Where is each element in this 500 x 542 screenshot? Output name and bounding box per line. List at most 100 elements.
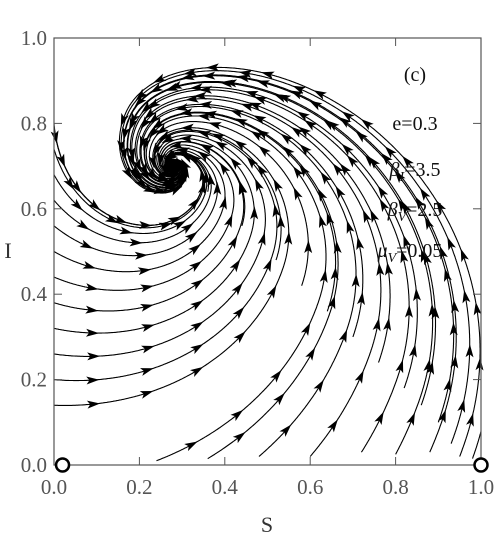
trajectory (148, 121, 309, 286)
trajectory-arrow (304, 240, 313, 254)
trajectory-arrow (450, 355, 459, 369)
arrowhead (139, 221, 153, 230)
trajectory-arrow (141, 101, 154, 113)
arrowhead (379, 198, 390, 213)
arrowhead (374, 411, 384, 426)
arrowhead (356, 291, 365, 306)
arrowhead (256, 80, 271, 89)
arrowhead (197, 181, 206, 195)
arrowhead (158, 130, 173, 141)
trajectory-arrow (395, 359, 404, 374)
param-e-symbol: e (392, 113, 401, 135)
arrowhead (403, 234, 412, 249)
arrowhead (404, 304, 413, 318)
trajectory-arrow (132, 158, 141, 173)
trajectory-arrow (141, 324, 155, 332)
trajectory-arrow (205, 63, 219, 72)
trajectory-arrow (262, 258, 272, 273)
trajectory-arrow (229, 259, 241, 273)
trajectory-arrow (172, 220, 186, 231)
tick-layer: 0.0 0.2 0.4 0.6 0.8 1.0 0.0 0.2 0.4 0.6 0.8 1.0 (21, 26, 494, 499)
trajectory-arrow (304, 119, 318, 131)
arrowhead (141, 101, 154, 113)
arrowhead (157, 152, 166, 167)
trajectory-arrow (87, 352, 101, 361)
arrowhead (465, 344, 474, 358)
x-tick-label: 0.0 (41, 475, 67, 499)
arrowhead (164, 148, 178, 160)
trajectory-arrow (293, 166, 304, 179)
trajectory-arrow (162, 183, 176, 192)
arrowhead (166, 177, 181, 186)
trajectory-arrow (428, 303, 437, 317)
arrowhead (332, 163, 344, 176)
trajectory-arrow (178, 168, 188, 183)
arrowhead (338, 116, 352, 128)
arrowhead (199, 100, 213, 109)
arrowhead (63, 176, 74, 190)
arrowhead (261, 71, 275, 80)
panel-label: (c) (404, 64, 426, 86)
param-beta-v-subscript: V (398, 210, 408, 225)
trajectory-arrow (465, 344, 474, 358)
arrowhead (341, 143, 354, 156)
trajectory-arrow (256, 80, 271, 89)
trajectory (118, 66, 481, 457)
trajectory-arrow (231, 282, 243, 296)
arrowhead (462, 289, 471, 304)
arrowhead (299, 144, 312, 156)
trajectory-arrow (134, 94, 147, 107)
trajectory-arrow (155, 173, 170, 182)
trajectory (54, 147, 226, 273)
trajectory-arrow (190, 321, 204, 332)
arrowhead (437, 409, 446, 424)
arrowhead (188, 153, 202, 165)
arrowhead (450, 355, 459, 369)
arrowhead (197, 131, 212, 139)
trajectory-arrow (79, 239, 94, 249)
trajectory-arrow (199, 85, 213, 94)
arrowhead (205, 63, 219, 72)
arrowhead (385, 262, 393, 276)
trajectory-arrow (234, 140, 248, 151)
trajectory-arrow (189, 83, 204, 92)
arrowhead (56, 153, 65, 168)
trajectory-arrow (180, 223, 194, 234)
arrowhead (250, 206, 259, 220)
trajectory-arrow (219, 162, 231, 176)
trajectory-arrow (122, 126, 131, 141)
arrowhead (231, 282, 243, 296)
arrowhead (202, 71, 216, 80)
trajectory-arrow (333, 240, 342, 254)
trajectory-arrow (377, 185, 389, 199)
trajectory-arrow (449, 322, 458, 336)
arrowhead (181, 72, 195, 81)
trajectory-arrow (119, 146, 128, 161)
trajectory-arrow (234, 118, 248, 128)
arrowhead (175, 103, 189, 112)
arrow-layer (50, 63, 484, 452)
arrowhead (113, 214, 128, 224)
arrowhead (292, 85, 306, 95)
trajectory-arrow (144, 107, 157, 120)
trajectory-arrow (155, 123, 169, 135)
trajectory-arrow (180, 123, 194, 132)
arrowhead (207, 173, 216, 187)
trajectory-arrow (148, 155, 157, 169)
trajectory-arrow (354, 370, 364, 384)
arrowhead (180, 123, 194, 132)
param-mu-v: μV=0.05 (377, 240, 443, 266)
trajectory-arrow (355, 130, 368, 143)
trajectory-arrow (439, 246, 448, 260)
trajectory-arrow (193, 91, 207, 100)
trajectory (145, 115, 327, 462)
trajectory-arrow (291, 126, 304, 138)
arrowhead (270, 370, 282, 383)
x-tick-label: 0.4 (212, 475, 239, 499)
arrowhead (152, 73, 167, 83)
trajectory-arrow (341, 111, 355, 123)
x-axis-title: S (261, 512, 273, 537)
trajectory-arrow (436, 199, 447, 214)
trajectory-arrow (197, 131, 212, 139)
arrowhead (384, 146, 397, 159)
